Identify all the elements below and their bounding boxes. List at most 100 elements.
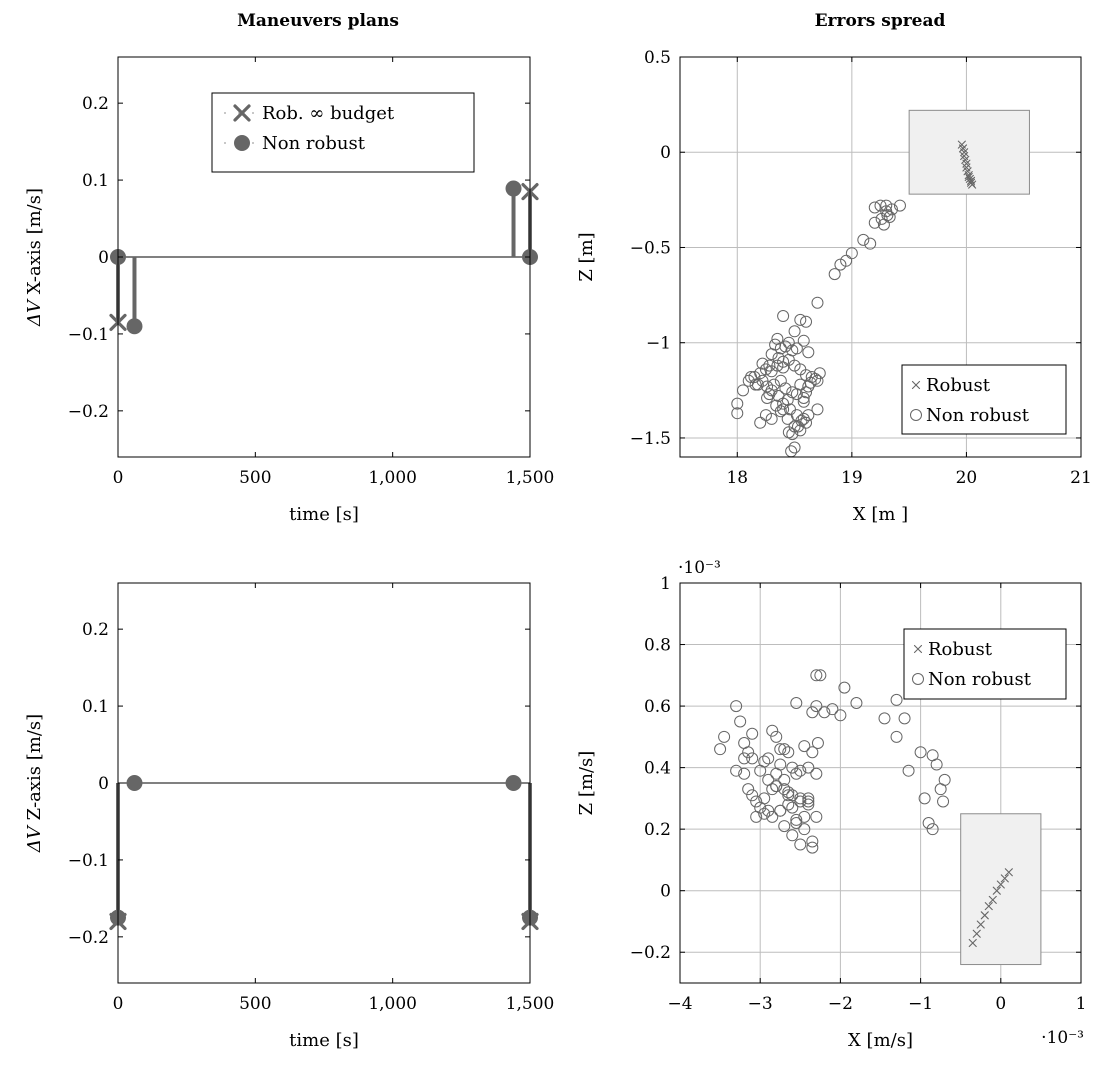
y-tick-label: −1.5 bbox=[630, 429, 671, 449]
scatter-point bbox=[790, 342, 803, 355]
x-axis-label: X [m ] bbox=[853, 504, 908, 525]
scatter-point bbox=[881, 209, 894, 222]
legend-label: Non robust bbox=[926, 405, 1030, 426]
plot-frame bbox=[679, 56, 1082, 458]
scatter-point bbox=[914, 746, 927, 759]
y-tick-label: −0.5 bbox=[630, 238, 671, 258]
scatter-point bbox=[802, 380, 815, 393]
scatter-point bbox=[786, 428, 799, 441]
scatter-point bbox=[980, 911, 989, 920]
x-tick-label: −2 bbox=[828, 994, 853, 1014]
scatter-point bbox=[937, 795, 950, 808]
scatter-point bbox=[992, 886, 1001, 895]
scatter-point bbox=[737, 384, 750, 397]
y-axis-label: ΔV X-axis [m/s] bbox=[24, 188, 45, 327]
x-tick-label: 0 bbox=[113, 994, 124, 1014]
legend-marker bbox=[234, 135, 250, 151]
x-tick-label: 20 bbox=[956, 468, 978, 488]
y-tick-label: 0 bbox=[98, 774, 109, 794]
scatter-point bbox=[770, 730, 783, 743]
scatter-point bbox=[976, 920, 985, 929]
scatter-point bbox=[767, 378, 780, 391]
scatter-point bbox=[988, 895, 997, 904]
scatter-point bbox=[774, 804, 787, 817]
plot-delta-v-z: 0 500 1,000 1,500 −0.2 −0.1 0 0.1 0.2 time [s] ΔV … bbox=[24, 582, 554, 1051]
scatter-point bbox=[811, 403, 824, 416]
legend-box bbox=[901, 364, 1067, 435]
y-tick-label: −0.2 bbox=[68, 928, 109, 948]
legend: Robust Non robust bbox=[901, 364, 1067, 435]
y-tick-label: 0 bbox=[98, 248, 109, 268]
scatter-point bbox=[802, 346, 815, 359]
scatter-point bbox=[774, 405, 787, 418]
scatter-point bbox=[826, 703, 839, 716]
scatter-point bbox=[782, 336, 795, 349]
scatter-point bbox=[857, 233, 870, 246]
y-tick-label: 0.2 bbox=[82, 94, 109, 114]
scatter-point bbox=[774, 743, 787, 756]
scatter-point bbox=[802, 795, 815, 808]
scatter-point bbox=[790, 817, 803, 829]
scatter-point bbox=[878, 712, 891, 725]
scatter-point bbox=[806, 841, 819, 854]
scatter-point bbox=[864, 237, 877, 250]
scatter-point bbox=[868, 216, 881, 229]
x-tick-label: 1,000 bbox=[368, 994, 417, 1014]
scatter-point bbox=[781, 393, 794, 406]
y-tick-label: −0.2 bbox=[68, 402, 109, 422]
scatter-point bbox=[782, 746, 795, 759]
scatter-point bbox=[778, 783, 791, 796]
scatter-point bbox=[811, 737, 824, 749]
y-tick-label: −0.1 bbox=[68, 851, 109, 871]
scatter-point bbox=[778, 820, 791, 833]
scatter-point bbox=[731, 407, 744, 420]
scatter-point bbox=[883, 211, 896, 223]
x-tick-label: 21 bbox=[1070, 468, 1092, 488]
scatter-point bbox=[750, 810, 763, 823]
scatter-point bbox=[893, 199, 906, 212]
stem-marker bbox=[126, 318, 143, 335]
scatter-point bbox=[794, 795, 807, 808]
scatter-point bbox=[786, 801, 799, 814]
y-axis-label-symbol: ΔV bbox=[24, 298, 45, 327]
y-tick-label: 0 bbox=[660, 882, 671, 902]
scatter-point bbox=[763, 359, 776, 372]
scatter-point bbox=[754, 416, 767, 429]
legend-label: Rob. ∞ budget bbox=[262, 103, 395, 124]
left-column-title: Maneuvers plans bbox=[237, 11, 399, 31]
scatter-point bbox=[756, 357, 769, 370]
x-tick-label: 19 bbox=[841, 468, 863, 488]
y-tick-label: 0.6 bbox=[644, 697, 671, 717]
scatter-point bbox=[742, 783, 755, 796]
scatter-point bbox=[777, 361, 790, 374]
scatter-point bbox=[779, 340, 792, 353]
highlight-box bbox=[960, 813, 1042, 966]
y-tick-label: 0.5 bbox=[644, 48, 671, 68]
x-tick-label: 18 bbox=[726, 468, 748, 488]
scatter-point bbox=[968, 938, 977, 948]
legend: Rob. ∞ budget Non robust bbox=[211, 92, 475, 173]
scatter-point bbox=[806, 746, 819, 759]
scatter-point bbox=[922, 817, 935, 829]
scatter-point bbox=[790, 767, 803, 780]
y-tick-label: 0.4 bbox=[644, 759, 671, 779]
y-axis-label: Z [m] bbox=[576, 232, 597, 281]
x-scale-label: ·10⁻³ bbox=[1041, 1028, 1084, 1048]
scatter-point bbox=[774, 758, 787, 771]
scatter-point bbox=[777, 310, 790, 323]
scatter-point bbox=[794, 424, 807, 437]
plot-position-errors: 18 19 20 21 −1.5 −1 −0.5 0 0.5 X [m ] Z [m] Robust N… bbox=[576, 48, 1092, 525]
plot-velocity-errors: −4 −3 −2 −1 0 1 −0.2 0 0.2 0.4 0.6 0.8 1 X [m/s] Z [m/… bbox=[576, 558, 1086, 1051]
scatter-point bbox=[811, 296, 824, 309]
scatter-point bbox=[810, 669, 823, 682]
scatter-point bbox=[828, 268, 841, 281]
scatter-point bbox=[1004, 868, 1013, 877]
scatter-point bbox=[962, 159, 971, 168]
scatter-point bbox=[786, 829, 799, 842]
legend-marker bbox=[911, 380, 921, 390]
stem-marker bbox=[126, 775, 143, 791]
y-tick-label: 1 bbox=[660, 574, 671, 594]
scatter-point bbox=[779, 382, 792, 395]
y-tick-label: 0.8 bbox=[644, 636, 671, 656]
